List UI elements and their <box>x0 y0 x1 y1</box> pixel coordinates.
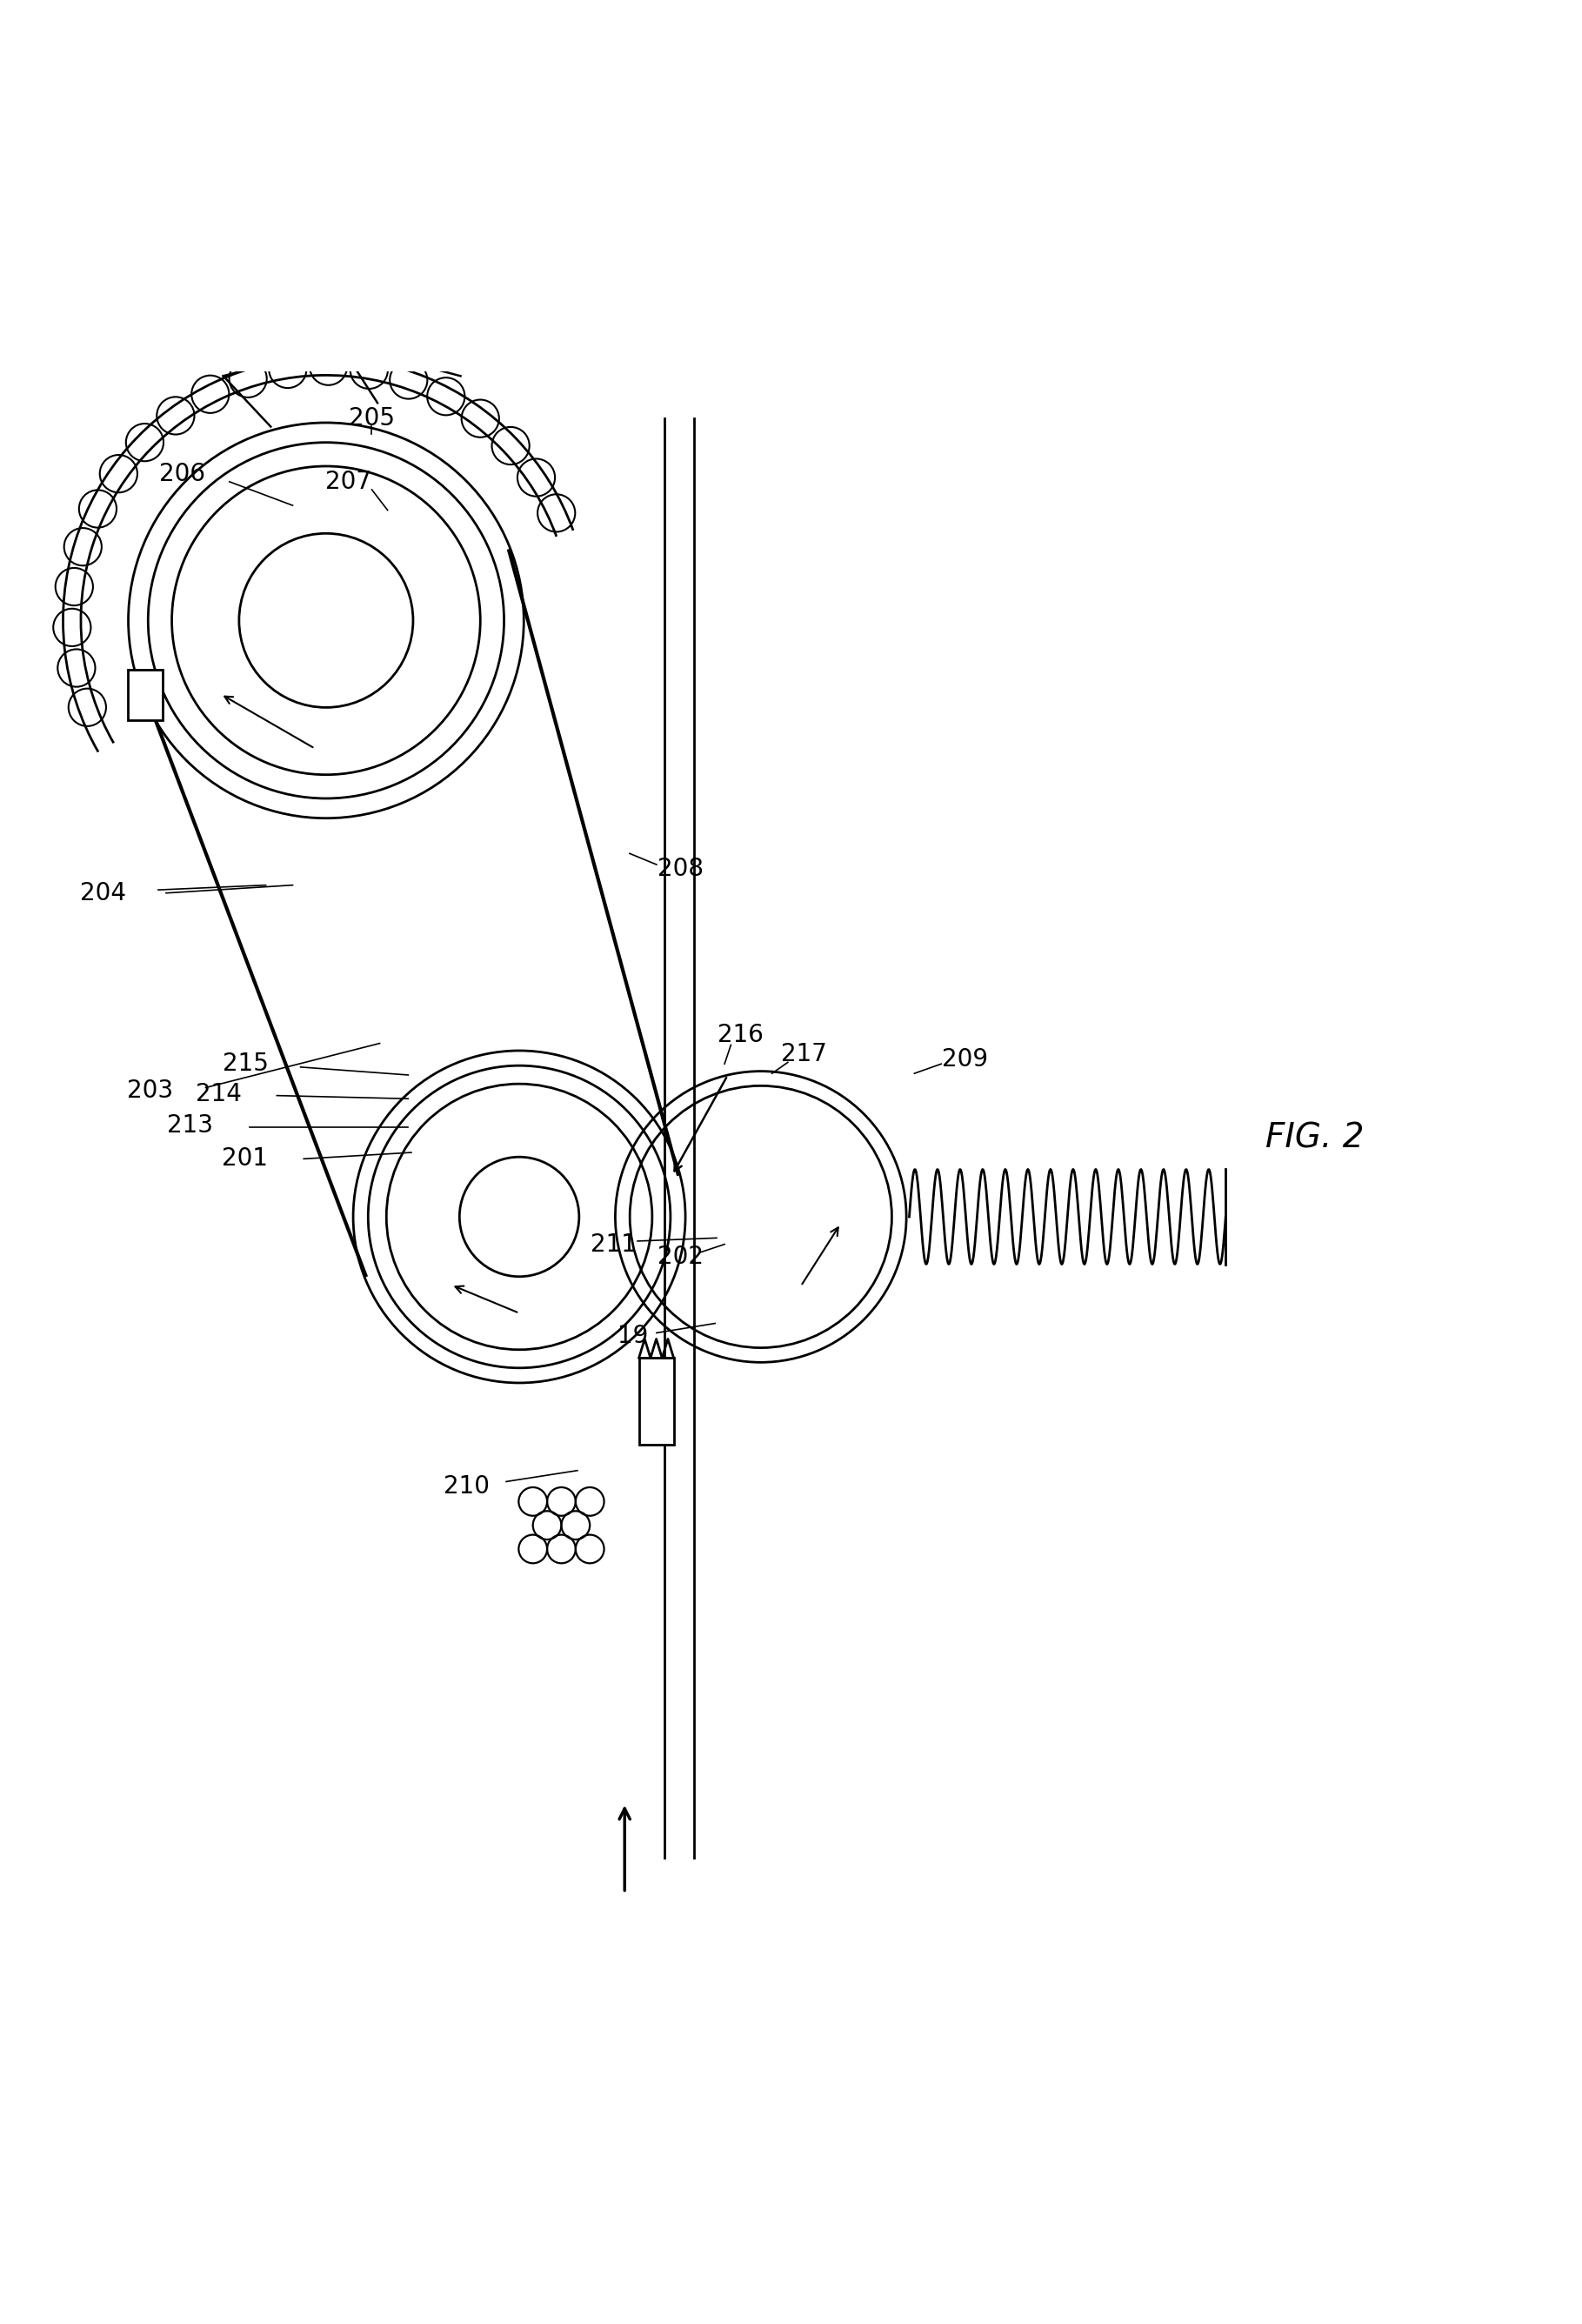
Text: 214: 214 <box>195 1081 242 1106</box>
Text: 207: 207 <box>324 469 372 495</box>
Text: 215: 215 <box>221 1053 269 1076</box>
Text: 216: 216 <box>717 1023 764 1048</box>
Text: 217: 217 <box>780 1041 827 1067</box>
Text: 213: 213 <box>166 1113 214 1139</box>
Text: 208: 208 <box>657 858 704 881</box>
Bar <box>639 1357 674 1446</box>
Text: 19: 19 <box>617 1325 649 1348</box>
Text: 206: 206 <box>158 462 206 486</box>
Text: 203: 203 <box>127 1078 174 1104</box>
Text: 210: 210 <box>443 1473 490 1499</box>
Text: 204: 204 <box>79 881 127 906</box>
Text: FIG. 2: FIG. 2 <box>1266 1122 1364 1155</box>
Text: 201: 201 <box>221 1146 269 1171</box>
Text: 205: 205 <box>348 407 396 430</box>
Text: 211: 211 <box>590 1232 638 1257</box>
Text: 202: 202 <box>657 1246 704 1269</box>
Bar <box>128 669 163 720</box>
Text: 209: 209 <box>941 1048 989 1071</box>
